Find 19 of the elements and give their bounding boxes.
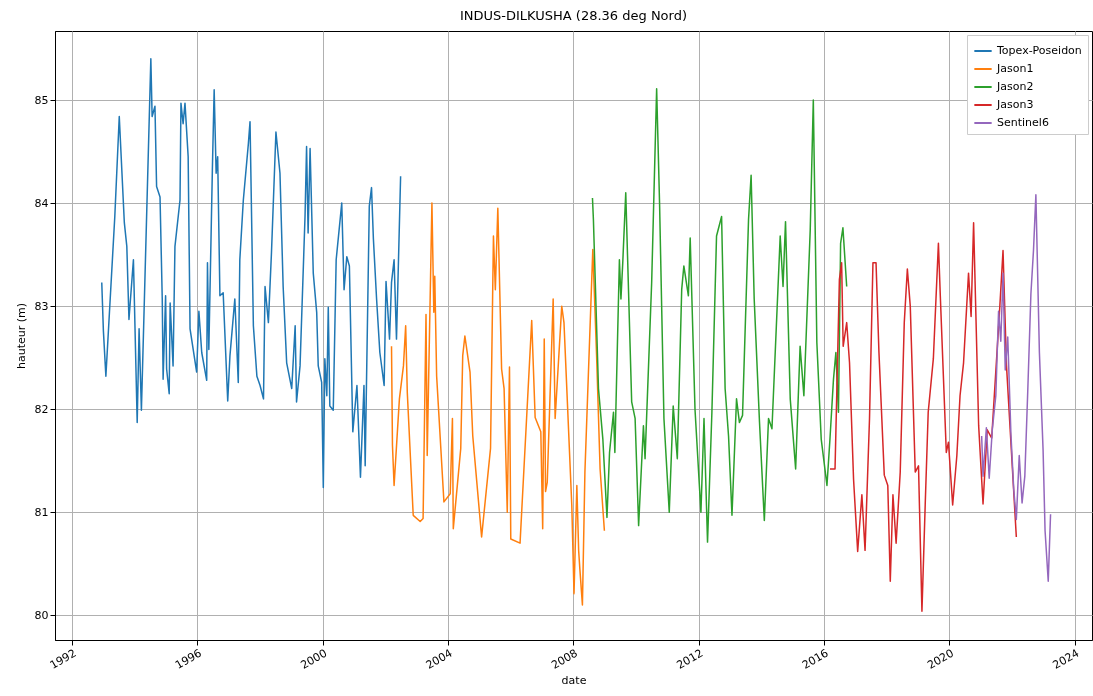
- line-series: [591, 87, 848, 543]
- chart-title: INDUS-DILKUSHA (28.36 deg Nord): [459, 8, 688, 23]
- y-axis-title: hauteur (m): [14, 302, 28, 370]
- line-series: [101, 58, 402, 489]
- legend-label: Sentinel6: [997, 116, 1049, 129]
- y-tick-label: 80: [34, 608, 49, 622]
- y-tick-label: 81: [34, 505, 49, 519]
- line-series: [980, 194, 1052, 583]
- y-tick-label: 85: [34, 93, 49, 107]
- y-tick-label: 83: [34, 299, 49, 313]
- x-axis-title: date: [561, 674, 587, 688]
- line-series: [390, 202, 606, 606]
- legend-label: Topex-Poseidon: [996, 44, 1082, 57]
- legend-label: Jason1: [996, 62, 1034, 75]
- legend-label: Jason3: [996, 98, 1034, 111]
- line-series: [829, 221, 1018, 612]
- y-tick-label: 84: [34, 196, 49, 210]
- legend-label: Jason2: [996, 80, 1034, 93]
- y-tick-label: 82: [34, 402, 49, 416]
